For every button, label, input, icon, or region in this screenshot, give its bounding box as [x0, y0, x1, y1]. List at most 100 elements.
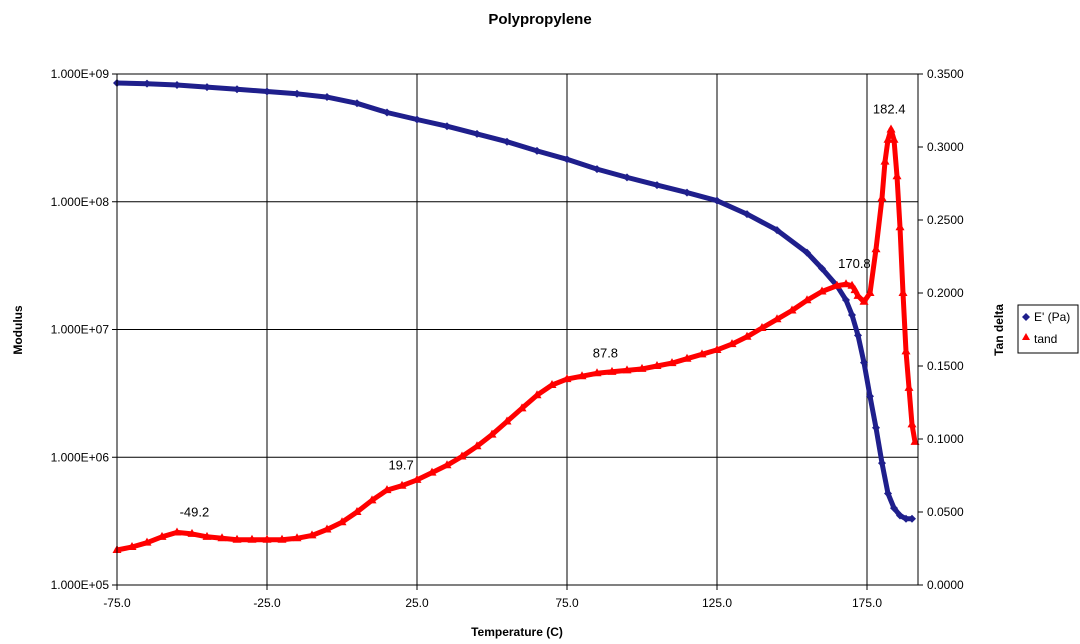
data-point: [622, 365, 632, 374]
data-point: [871, 244, 881, 253]
y2-tick-label: 0.2500: [927, 213, 964, 227]
data-point: [712, 344, 722, 353]
data-point: [842, 296, 850, 305]
data-point: [742, 331, 752, 340]
legend-label-tand: tand: [1034, 332, 1057, 346]
data-point: [898, 288, 908, 296]
data-point: [892, 171, 902, 180]
data-point: [890, 504, 898, 513]
data-point: [787, 305, 797, 314]
data-point: [817, 286, 827, 295]
annotations: -49.2 19.7 87.8 170.8 182.4: [180, 101, 906, 519]
data-point: [854, 331, 862, 340]
y2-tick-label: 0.1500: [927, 359, 964, 373]
data-point: [517, 403, 527, 412]
peak-annotation: 19.7: [388, 458, 413, 473]
data-point: [353, 99, 361, 108]
data-point: [277, 534, 287, 543]
series-tand: [112, 124, 920, 553]
data-point: [127, 542, 137, 551]
x-tick-label: -25.0: [253, 596, 281, 610]
data-point: [896, 511, 904, 520]
data-point: [848, 310, 856, 319]
data-point: [472, 441, 482, 450]
data-point: [563, 155, 571, 164]
data-point: [683, 188, 691, 197]
data-point: [880, 156, 890, 165]
data-point: [902, 514, 910, 523]
y-tick-label: 1.000E+08: [51, 195, 110, 209]
data-point: [910, 436, 920, 445]
y-axis-label: Modulus: [11, 305, 25, 355]
x-tick-label: 75.0: [555, 596, 579, 610]
data-point: [878, 459, 886, 468]
plot-border: [116, 73, 919, 586]
data-point: [427, 467, 437, 476]
data-point: [772, 314, 782, 323]
y2-axis-ticks: 0.0000 0.0500 0.1000 0.1500 0.2000 0.2500 0.30…: [918, 67, 964, 592]
data-point: [682, 353, 692, 362]
data-point: [532, 390, 542, 399]
data-point: [247, 534, 257, 543]
x-tick-label: 25.0: [405, 596, 429, 610]
y2-tick-label: 0.0000: [927, 578, 964, 592]
y-tick-label: 1.000E+07: [51, 323, 110, 337]
data-point: [592, 368, 602, 377]
data-point: [859, 296, 869, 305]
data-point: [593, 165, 601, 174]
data-point: [773, 226, 781, 235]
data-point: [904, 382, 914, 391]
data-point: [217, 533, 227, 542]
legend-marker-modulus: [1022, 313, 1030, 321]
y2-tick-label: 0.3000: [927, 140, 964, 154]
data-point: [173, 81, 181, 90]
data-point: [292, 533, 302, 542]
data-point: [413, 115, 421, 124]
data-point: [187, 528, 197, 537]
series-modulus: [113, 79, 916, 523]
data-point: [841, 279, 851, 288]
y-axis-ticks: 1.000E+05 1.000E+06 1.000E+07 1.000E+08 1.00…: [51, 67, 117, 592]
data-point: [367, 495, 377, 504]
data-point: [293, 89, 301, 98]
data-point: [547, 379, 557, 388]
legend-label-modulus: E' (Pa): [1034, 310, 1070, 324]
data-point: [901, 346, 911, 355]
data-point: [818, 264, 826, 273]
legend-box: [1017, 304, 1079, 354]
data-point: [877, 193, 887, 202]
data-point: [853, 290, 863, 299]
data-point: [652, 361, 662, 369]
data-point: [352, 507, 362, 515]
peak-annotation: -49.2: [180, 504, 210, 519]
y-tick-label: 1.000E+06: [51, 450, 110, 464]
legend: E' (Pa) tand: [1017, 304, 1079, 354]
data-point: [653, 181, 661, 190]
y-tick-label: 1.000E+09: [51, 67, 110, 81]
data-point: [412, 474, 422, 483]
data-point: [337, 517, 347, 526]
data-point: [383, 108, 391, 117]
data-point: [907, 419, 917, 428]
data-point: [157, 531, 167, 540]
data-point: [443, 122, 451, 131]
y2-tick-label: 0.0500: [927, 505, 964, 519]
data-point: [263, 87, 271, 96]
data-point: [232, 534, 242, 543]
data-point: [743, 210, 751, 219]
peak-annotation: 170.8: [838, 256, 871, 271]
data-point: [802, 295, 812, 304]
legend-marker-tand: [1022, 333, 1030, 340]
data-point: [143, 79, 151, 88]
y-tick-label: 1.000E+05: [51, 578, 110, 592]
data-point: [202, 531, 212, 540]
data-point: [803, 248, 811, 257]
data-point: [908, 514, 916, 523]
peak-annotation: 87.8: [593, 345, 618, 360]
x-axis-label: Temperature (C): [471, 625, 563, 639]
data-point: [562, 374, 572, 383]
data-point: [886, 124, 896, 133]
y2-tick-label: 0.2000: [927, 286, 964, 300]
data-point: [473, 129, 481, 138]
